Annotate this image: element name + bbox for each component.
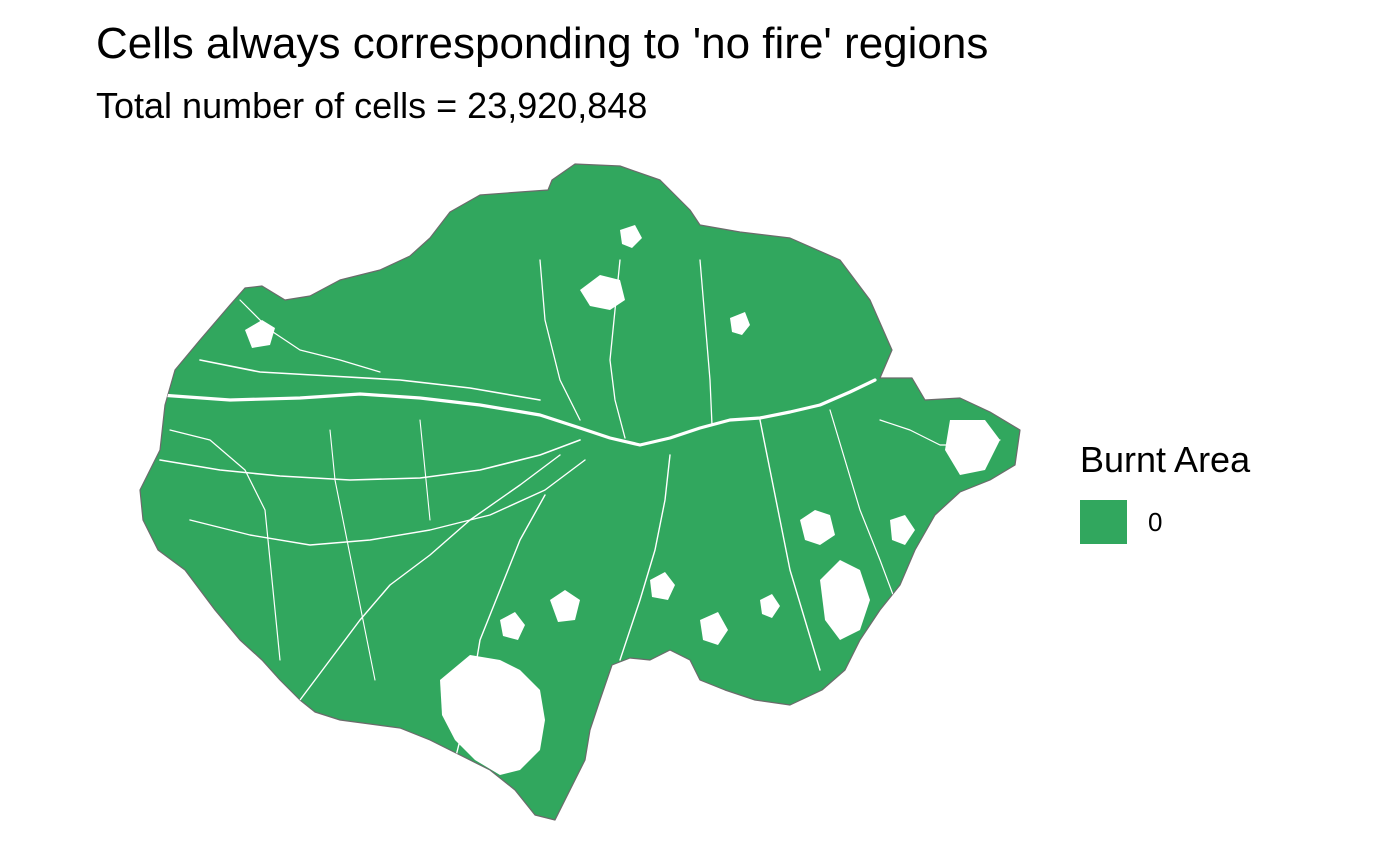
river-tributary: [619, 454, 671, 661]
white-patch: [730, 312, 750, 335]
study-region: [139, 163, 1021, 821]
legend-key-label: 0: [1148, 507, 1163, 537]
river-tributary: [419, 419, 431, 521]
white-patch: [620, 225, 642, 248]
legend-title: Burnt Area: [1080, 439, 1251, 480]
white-patch: [245, 320, 275, 348]
river-tributary: [159, 439, 581, 481]
white-patch: [500, 612, 525, 640]
white-patch: [820, 560, 870, 640]
river-tributary: [299, 454, 561, 701]
main-river: [158, 378, 877, 447]
legend: Burnt Area 0: [1080, 436, 1340, 566]
white-patch: [760, 594, 780, 618]
white-patch: [580, 275, 625, 310]
map-title: Cells always corresponding to 'no fire' …: [96, 19, 989, 68]
map-subtitle: Total number of cells = 23,920,848: [96, 85, 648, 126]
no-data-patches: [245, 225, 1000, 775]
white-patch: [440, 655, 545, 775]
river-tributary: [539, 259, 581, 421]
river-tributary: [199, 359, 541, 401]
river-tributary: [189, 459, 586, 546]
white-patch: [700, 612, 728, 645]
legend-key-swatch: [1080, 500, 1127, 544]
white-patch: [945, 420, 1000, 475]
river-tributary: [329, 429, 376, 681]
white-patch: [550, 590, 580, 622]
white-patch: [800, 510, 835, 545]
white-patch: [650, 572, 675, 600]
map-svg: [139, 163, 1021, 821]
river-tributary: [169, 429, 281, 661]
river-tributary: [759, 419, 821, 671]
map-panel: [120, 140, 1050, 840]
white-patch: [890, 515, 915, 545]
river-tributary: [239, 299, 381, 373]
river-tributary: [699, 259, 713, 426]
river-tributary: [829, 409, 896, 601]
